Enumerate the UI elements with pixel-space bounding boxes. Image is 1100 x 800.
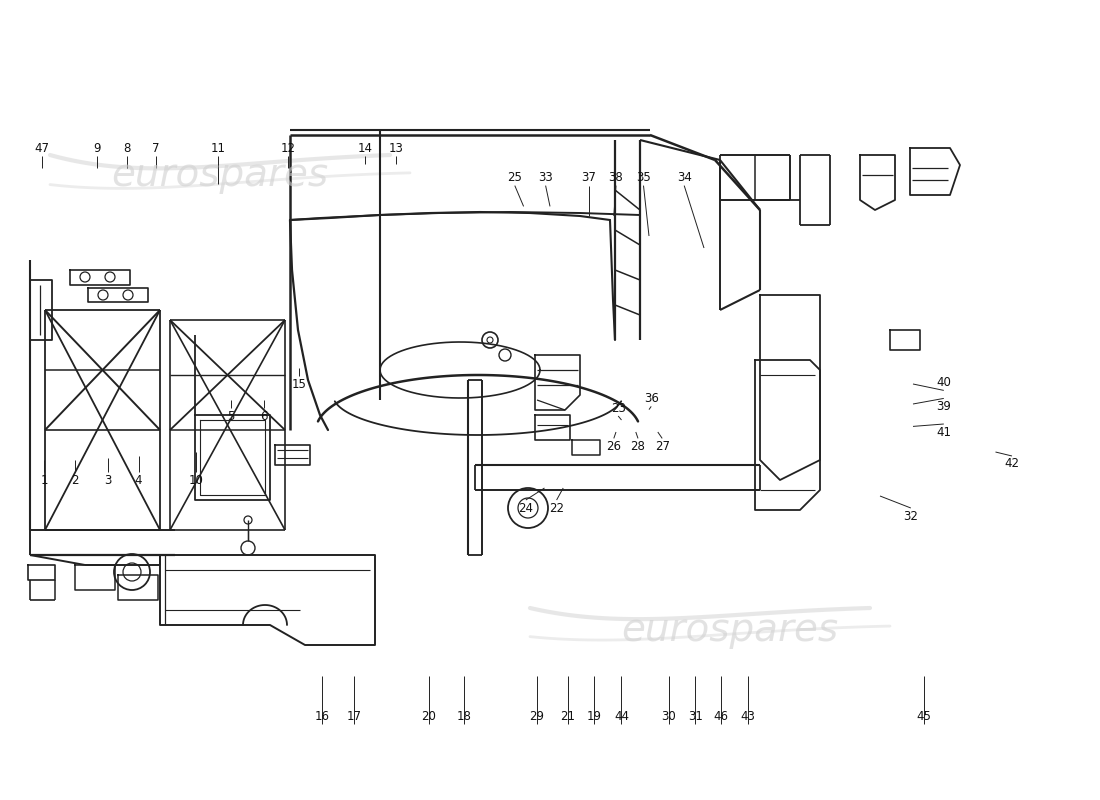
Text: 16: 16 (315, 710, 330, 722)
Text: 43: 43 (740, 710, 756, 722)
Text: 17: 17 (346, 710, 362, 722)
Text: 28: 28 (630, 440, 646, 453)
Text: 39: 39 (936, 400, 952, 413)
Text: eurospares: eurospares (111, 156, 329, 194)
Text: 29: 29 (529, 710, 544, 722)
Text: 18: 18 (456, 710, 472, 722)
Text: 25: 25 (507, 171, 522, 184)
Text: 32: 32 (903, 510, 918, 522)
Text: 24: 24 (518, 502, 534, 514)
Text: 7: 7 (153, 142, 159, 154)
Text: 47: 47 (34, 142, 50, 154)
Text: 3: 3 (104, 474, 111, 486)
Text: 9: 9 (94, 142, 100, 154)
Text: 40: 40 (936, 376, 952, 389)
Text: 26: 26 (606, 440, 621, 453)
Text: 45: 45 (916, 710, 932, 722)
Text: 33: 33 (538, 171, 553, 184)
Text: 37: 37 (581, 171, 596, 184)
Text: 44: 44 (614, 710, 629, 722)
Text: 42: 42 (1004, 458, 1020, 470)
Text: 22: 22 (549, 502, 564, 514)
Text: 15: 15 (292, 378, 307, 390)
Text: 6: 6 (261, 410, 267, 422)
Text: 11: 11 (210, 142, 225, 154)
Text: 5: 5 (228, 410, 234, 422)
Text: 35: 35 (636, 171, 651, 184)
Text: 30: 30 (661, 710, 676, 722)
Text: 1: 1 (41, 474, 47, 486)
Text: 20: 20 (421, 710, 437, 722)
Text: 27: 27 (654, 440, 670, 453)
Text: 46: 46 (713, 710, 728, 722)
Text: 14: 14 (358, 142, 373, 154)
Text: 13: 13 (388, 142, 404, 154)
Text: 21: 21 (560, 710, 575, 722)
Text: 2: 2 (72, 474, 78, 486)
Text: 31: 31 (688, 710, 703, 722)
Text: 19: 19 (586, 710, 602, 722)
Text: 38: 38 (608, 171, 624, 184)
Text: eurospares: eurospares (621, 611, 838, 649)
Text: 34: 34 (676, 171, 692, 184)
Text: 23: 23 (610, 402, 626, 414)
Text: 12: 12 (280, 142, 296, 154)
Text: 41: 41 (936, 426, 952, 438)
Text: 10: 10 (188, 474, 204, 486)
Text: 4: 4 (135, 474, 142, 486)
Text: 36: 36 (644, 392, 659, 405)
Text: 8: 8 (123, 142, 130, 154)
